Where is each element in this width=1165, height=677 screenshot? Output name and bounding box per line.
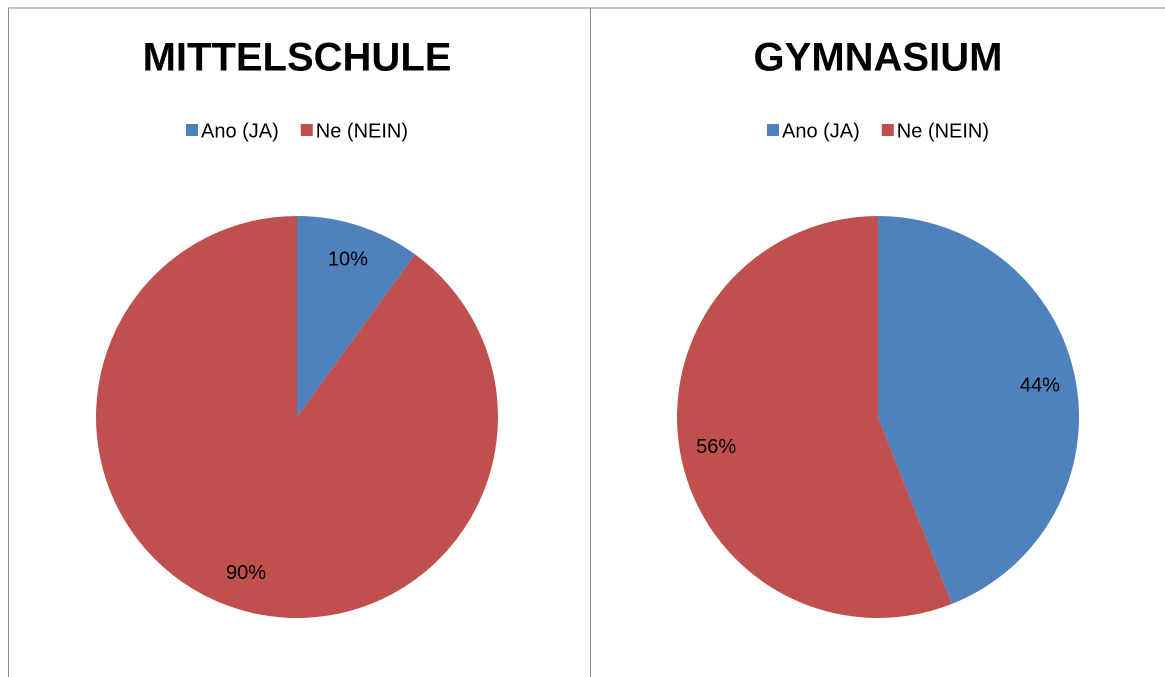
legend-text: Ano (JA) [782,120,860,142]
value-label: 56% [696,436,736,458]
value-label: 10% [328,249,368,271]
legend-swatch [185,124,198,136]
pie-slice [297,216,416,417]
legend-swatch [300,124,313,136]
pie-slice [878,216,1079,604]
legend-text: Ano (JA) [201,120,279,142]
chart-title: GYMNASIUM [754,36,1003,80]
pie-slice [96,216,498,618]
value-label: 44% [1020,374,1060,396]
legend: Ano (JA) Ne (NEIN) [185,120,408,142]
legend-swatch [766,124,779,136]
legend: Ano (JA) Ne (NEIN) [766,120,989,142]
pie-slice [677,216,952,618]
chart-title: MITTELSCHULE [143,36,452,80]
legend-text: Ne (NEIN) [897,120,989,142]
value-label: 90% [226,562,266,584]
legend-text: Ne (NEIN) [316,120,408,142]
legend-swatch [881,124,894,136]
